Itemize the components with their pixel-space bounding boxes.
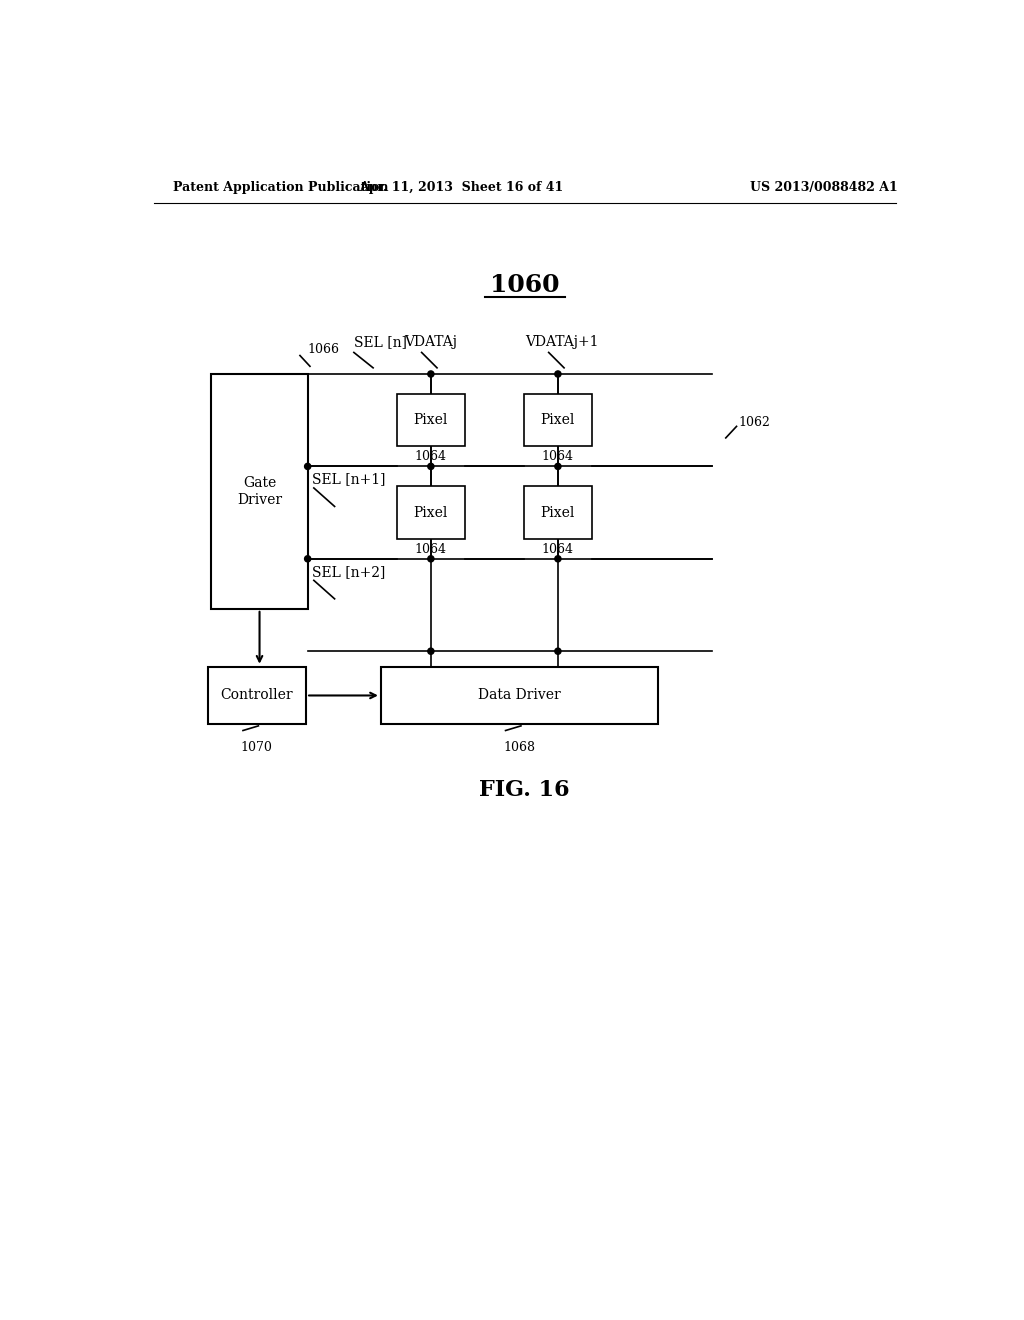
Bar xyxy=(524,487,592,539)
Text: 1060: 1060 xyxy=(490,273,559,297)
Bar xyxy=(208,667,306,725)
Text: Pixel: Pixel xyxy=(414,413,449,428)
Text: Patent Application Publication: Patent Application Publication xyxy=(173,181,388,194)
Bar xyxy=(397,395,465,446)
Text: VDATAj+1: VDATAj+1 xyxy=(525,335,598,350)
Text: 1062: 1062 xyxy=(739,416,771,429)
Text: SEL [n]: SEL [n] xyxy=(354,335,407,350)
Circle shape xyxy=(428,648,434,655)
Bar xyxy=(524,395,592,446)
Text: Gate
Driver: Gate Driver xyxy=(237,477,282,507)
Text: SEL [n+1]: SEL [n+1] xyxy=(311,473,385,487)
Text: Controller: Controller xyxy=(220,689,293,702)
Text: Pixel: Pixel xyxy=(541,506,575,520)
Bar xyxy=(397,487,465,539)
Circle shape xyxy=(555,648,561,655)
Text: Pixel: Pixel xyxy=(541,413,575,428)
Text: 1064: 1064 xyxy=(542,543,573,556)
Circle shape xyxy=(555,556,561,562)
Text: 1070: 1070 xyxy=(241,742,272,754)
Circle shape xyxy=(555,463,561,470)
Circle shape xyxy=(428,371,434,378)
Text: 1068: 1068 xyxy=(504,742,536,754)
Text: Data Driver: Data Driver xyxy=(478,689,561,702)
Text: Apr. 11, 2013  Sheet 16 of 41: Apr. 11, 2013 Sheet 16 of 41 xyxy=(359,181,564,194)
Text: VDATAj: VDATAj xyxy=(404,335,458,350)
Text: Pixel: Pixel xyxy=(414,506,449,520)
Text: 1064: 1064 xyxy=(542,450,573,463)
Circle shape xyxy=(428,556,434,562)
Circle shape xyxy=(304,463,310,470)
Bar xyxy=(381,667,658,725)
Text: FIG. 16: FIG. 16 xyxy=(479,779,570,801)
Circle shape xyxy=(428,463,434,470)
Text: 1064: 1064 xyxy=(415,450,446,463)
Text: US 2013/0088482 A1: US 2013/0088482 A1 xyxy=(750,181,897,194)
Text: SEL [n+2]: SEL [n+2] xyxy=(311,565,385,579)
Text: 1066: 1066 xyxy=(307,343,340,356)
Circle shape xyxy=(555,371,561,378)
Circle shape xyxy=(304,556,310,562)
Text: 1064: 1064 xyxy=(415,543,446,556)
Bar xyxy=(211,374,307,609)
